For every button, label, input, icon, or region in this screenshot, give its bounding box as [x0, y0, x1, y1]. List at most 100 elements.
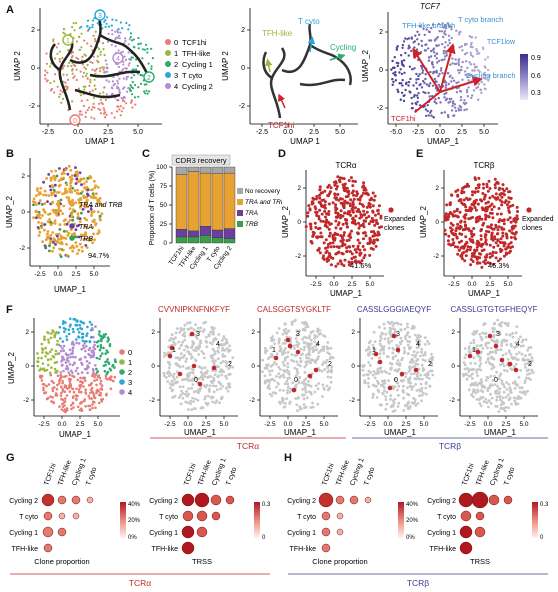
arrow-cycling: [329, 53, 346, 61]
cell-point: [135, 58, 138, 61]
cell-point: [204, 401, 208, 405]
cell-point: [336, 213, 340, 217]
cell-point: [305, 336, 309, 340]
cell-point: [56, 374, 60, 378]
cell-point: [286, 330, 289, 334]
cell-point: [415, 346, 419, 350]
cell-point: [515, 352, 518, 356]
cell-point: [125, 21, 128, 25]
cell-point: [509, 197, 513, 200]
cell-point: [304, 325, 308, 329]
cell-point: [143, 90, 146, 93]
cell-point: [121, 68, 125, 71]
cell-point: [385, 355, 389, 358]
cell-point: [515, 325, 519, 329]
cell-point: [47, 236, 50, 240]
cell-point: [113, 358, 117, 361]
cell-point: [307, 356, 311, 360]
tcf7-title: TCF7: [420, 2, 441, 11]
clonotype-cell: [395, 347, 401, 353]
cell-point: [479, 198, 482, 202]
cell-point: [76, 405, 80, 409]
x-tick-label: -5.0: [390, 129, 402, 136]
cell-point: [92, 232, 95, 236]
cell-point: [178, 358, 181, 362]
y-tick-label: -2: [19, 245, 25, 252]
cell-point: [504, 352, 508, 356]
cell-point: [325, 384, 329, 388]
cell-point: [325, 345, 329, 349]
column-label: TCF1hi: [183, 462, 198, 486]
cell-point: [183, 348, 186, 352]
x-tick-label: -2.5: [464, 421, 476, 428]
cell-point: [89, 207, 93, 211]
branch-arrow-tfh: [412, 47, 441, 93]
cell-point: [506, 393, 510, 397]
cell-point: [321, 347, 325, 351]
cluster-label-0: 0: [73, 118, 77, 125]
x-tick-label: -2.5: [364, 421, 376, 428]
cell-point: [90, 210, 94, 214]
cell-point: [42, 180, 45, 184]
cell-point: [282, 375, 286, 379]
cell-point: [404, 404, 407, 408]
x-tick-label: 2.5: [71, 271, 80, 278]
cell-point: [189, 371, 192, 374]
cell-point: [454, 190, 458, 193]
cell-point: [85, 360, 89, 363]
cell-point: [346, 190, 350, 194]
legend-index: 2: [128, 368, 132, 377]
cell-point: [324, 215, 327, 219]
cell-point: [410, 385, 413, 389]
cell-point: [122, 77, 125, 80]
cell-point: [91, 19, 95, 22]
cell-point: [59, 178, 63, 181]
cell-point: [424, 49, 427, 52]
cell-point: [75, 56, 78, 59]
matrix-dot: [57, 495, 67, 505]
cell-point: [309, 385, 313, 388]
cell-point: [495, 389, 499, 393]
cell-point: [478, 332, 482, 336]
cell-point: [331, 201, 335, 205]
cell-point: [57, 237, 60, 241]
cell-point: [231, 365, 234, 369]
cell-point: [48, 371, 52, 375]
cell-point: [484, 258, 488, 262]
cell-point: [371, 373, 375, 377]
cell-point: [422, 90, 425, 94]
cell-point: [385, 390, 389, 394]
cell-point: [495, 395, 499, 399]
cell-point: [356, 192, 360, 196]
cell-point: [484, 74, 487, 77]
cell-point: [75, 398, 78, 401]
cell-point: [486, 68, 490, 72]
cell-point: [67, 353, 70, 357]
cell-point: [465, 108, 468, 111]
cell-point: [64, 237, 68, 240]
cell-point: [357, 226, 361, 230]
cell-point: [269, 355, 273, 359]
cell-point: [48, 65, 52, 68]
cell-point: [383, 389, 386, 393]
cell-point: [94, 88, 97, 91]
bar-segment: [175, 236, 188, 244]
cell-point: [424, 77, 427, 81]
x-tick-label: 2.5: [103, 129, 113, 136]
cell-point: [375, 396, 379, 399]
cell-point: [56, 339, 59, 343]
cell-point: [408, 340, 412, 344]
cell-point: [341, 183, 345, 187]
cell-point: [359, 213, 363, 217]
arrow-tcyto: [307, 36, 316, 53]
cell-point: [170, 379, 174, 383]
cell-point: [183, 338, 186, 342]
cell-point: [518, 390, 522, 394]
cell-point: [283, 331, 287, 334]
cell-point: [489, 346, 493, 350]
cell-point: [275, 352, 279, 356]
cell-point: [78, 402, 82, 405]
cell-point: [99, 50, 102, 54]
cell-point: [347, 179, 351, 182]
cell-point: [449, 100, 452, 103]
